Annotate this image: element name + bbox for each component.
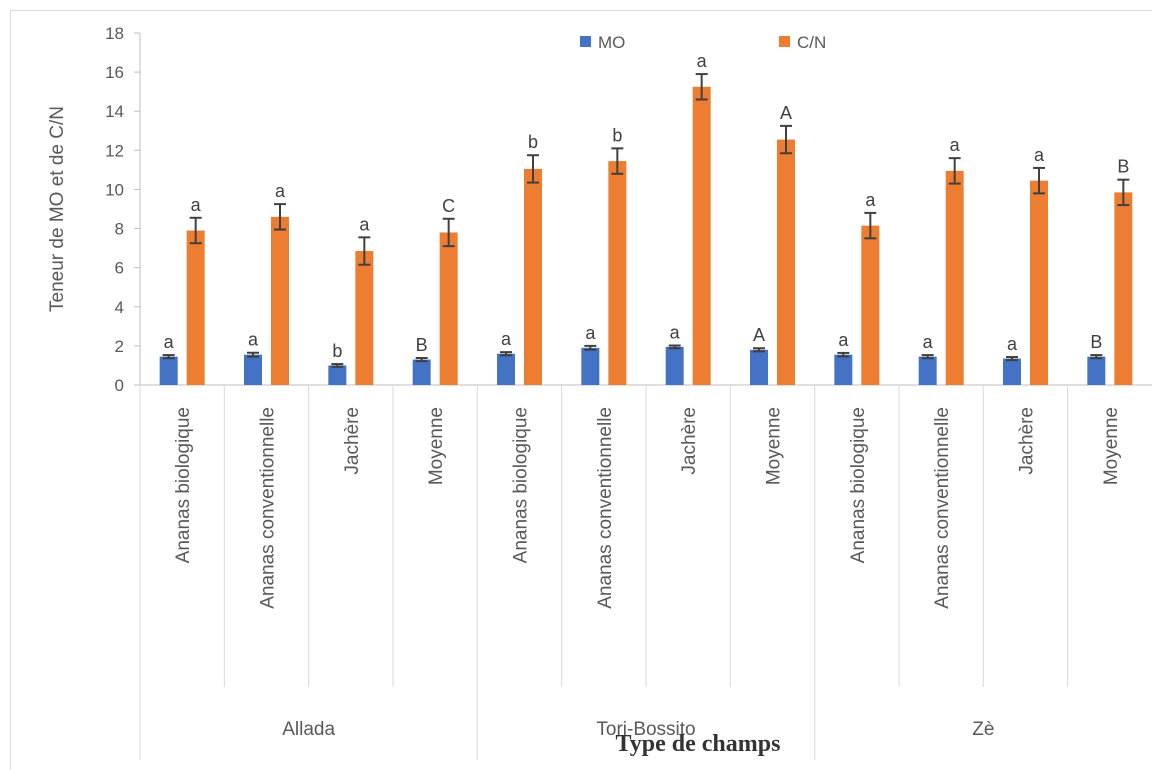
significance-label: a	[697, 51, 708, 71]
bar-mo	[412, 359, 431, 385]
legend-label-mo: MO	[598, 33, 625, 52]
significance-label: a	[1034, 145, 1045, 165]
significance-label: B	[416, 335, 428, 355]
legend-swatch-cn	[779, 36, 790, 47]
group-label: Allada	[282, 719, 335, 740]
category-label: Ananas biologique	[511, 407, 532, 563]
legend-label-cn: C/N	[797, 33, 826, 52]
significance-label: B	[1090, 332, 1102, 352]
bar-mo	[497, 353, 515, 385]
category-label: Jachère	[679, 407, 700, 475]
bar-cn	[271, 216, 289, 385]
significance-label: a	[1007, 334, 1018, 354]
category-label: Moyenne	[764, 407, 785, 485]
bar-cn	[1030, 180, 1048, 385]
group-label: Zè	[972, 719, 994, 740]
y-tick-label: 4	[115, 298, 124, 317]
bar-mo	[244, 354, 262, 385]
chart-frame	[10, 10, 1152, 770]
category-label: Jachère	[342, 407, 363, 475]
group-label: Tori-Bossito	[596, 719, 695, 740]
significance-label: a	[838, 330, 849, 350]
significance-label: a	[164, 332, 175, 352]
significance-label: a	[585, 323, 596, 343]
labels: 0 2 4 6 8 10 12 14 16 18 a a Ananas biologique a a Anan…	[105, 24, 1129, 740]
bar-mo	[159, 356, 178, 385]
bar-cn	[1114, 192, 1133, 385]
bar-cn	[945, 170, 964, 385]
category-label: Jachère	[1017, 407, 1038, 475]
bar-cn	[861, 225, 880, 385]
bar-mo	[834, 354, 853, 385]
significance-label: B	[1117, 157, 1129, 177]
bar-mo	[581, 347, 600, 385]
bar-cn	[186, 230, 205, 385]
bar-cn	[608, 161, 627, 385]
significance-label: A	[753, 325, 765, 345]
y-tick-label: 0	[115, 376, 124, 395]
significance-label: a	[191, 195, 202, 215]
significance-label: a	[275, 181, 286, 201]
y-tick-label: 18	[105, 24, 124, 43]
bar-cn	[439, 232, 458, 385]
bar-cn	[777, 139, 795, 385]
significance-label: b	[528, 132, 538, 152]
significance-label: a	[865, 190, 876, 210]
category-label: Ananas biologique	[173, 407, 194, 563]
significance-label: b	[332, 341, 342, 361]
bar-mo	[1087, 356, 1106, 385]
bar-mo	[1003, 358, 1021, 385]
y-tick-label: 12	[105, 141, 124, 160]
bar-cn	[692, 86, 711, 386]
significance-label: a	[501, 329, 512, 349]
significance-label: a	[359, 214, 370, 234]
y-tick-label: 6	[115, 259, 124, 278]
significance-label: A	[780, 103, 792, 123]
bar-mo	[918, 356, 937, 385]
significance-label: b	[612, 125, 622, 145]
y-tick-label: 16	[105, 63, 124, 82]
y-tick-label: 10	[105, 180, 124, 199]
significance-label: a	[923, 332, 934, 352]
y-tick-label: 2	[115, 337, 124, 356]
y-tick-label: 14	[105, 102, 124, 121]
bars	[159, 73, 1133, 386]
category-label: Ananas biologique	[848, 407, 869, 563]
y-axis-label: Teneur de MO et de C/N	[47, 106, 68, 312]
bar-cn	[355, 251, 374, 385]
category-label: Ananas conventionnelle	[258, 407, 279, 609]
legend-swatch-mo	[580, 36, 591, 47]
category-label: Moyenne	[1101, 407, 1122, 485]
bar-cn	[524, 168, 542, 385]
category-label: Moyenne	[426, 407, 447, 485]
y-tick-label: 8	[115, 220, 124, 239]
x-axis-label: Type de champs	[616, 731, 781, 757]
category-label: Ananas conventionnelle	[932, 407, 953, 609]
significance-label: a	[670, 322, 681, 342]
bar-mo	[328, 365, 347, 385]
significance-label: a	[248, 330, 259, 350]
legend: MO C/N	[580, 33, 826, 52]
category-label: Ananas conventionnelle	[595, 407, 616, 609]
significance-label: a	[950, 135, 961, 155]
bar-mo	[665, 346, 684, 385]
significance-label: C	[442, 196, 455, 216]
bar-mo	[750, 349, 768, 385]
axes	[134, 32, 1152, 760]
